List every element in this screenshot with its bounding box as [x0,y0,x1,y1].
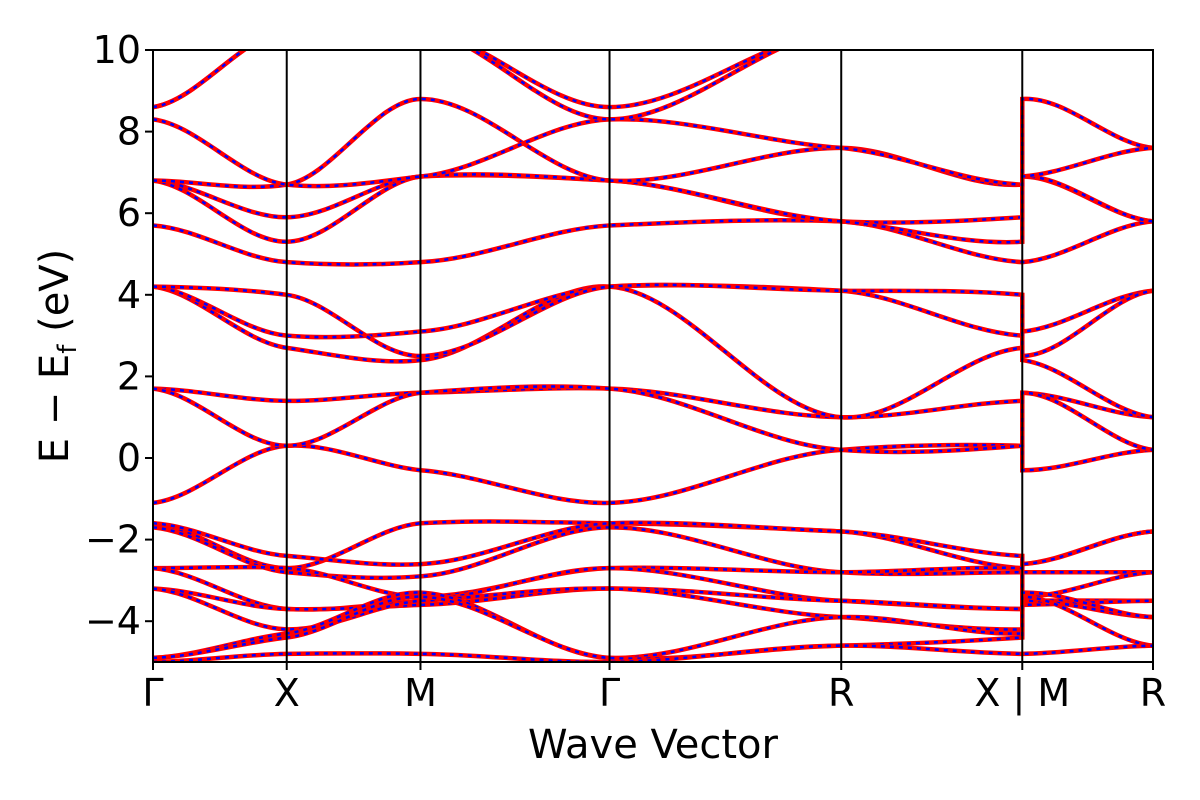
x-tick-label: X | M [974,671,1070,716]
y-tick-label: 0 [117,436,141,480]
x-tick-label: Γ [599,671,620,715]
kpoint-lines [285,50,1024,662]
band-line-dashed-21 [153,595,1153,660]
x-tick-label: R [1140,671,1166,715]
y-tick-label: −4 [85,599,141,643]
y-axis-title: E − Ef (eV) [32,249,83,464]
plot-frame [152,49,1154,663]
y-tick-label: 10 [93,28,141,72]
band-line-11 [153,50,776,110]
x-tick-label: R [828,671,854,715]
x-tick-label: M [404,671,437,715]
y-axis-title-suffix: (eV) [32,249,78,345]
y-tick-label: 2 [117,354,141,398]
y-axis-title-prefix: E − E [32,354,78,464]
x-tick-label: Γ [142,671,163,715]
y-axis-ticks: −4 −2 0 2 4 6 8 10 [85,28,153,643]
y-tick-label: 4 [117,273,141,317]
band-line-dashed-20 [153,591,1153,660]
y-tick-label: −2 [85,518,141,562]
x-axis-title: Wave Vector [528,722,779,768]
band-line-dashed-6 [153,218,1153,266]
y-tick-label: 8 [117,110,141,154]
y-axis-title-subscript: f [53,344,83,354]
y-tick-label: 6 [117,191,141,235]
x-tick-label: X [274,671,300,715]
x-axis-ticks: Γ X M Γ R X | M R [142,662,1166,716]
band-line-dashed-14 [153,521,1153,566]
band-line-dashed-5 [153,283,1153,358]
